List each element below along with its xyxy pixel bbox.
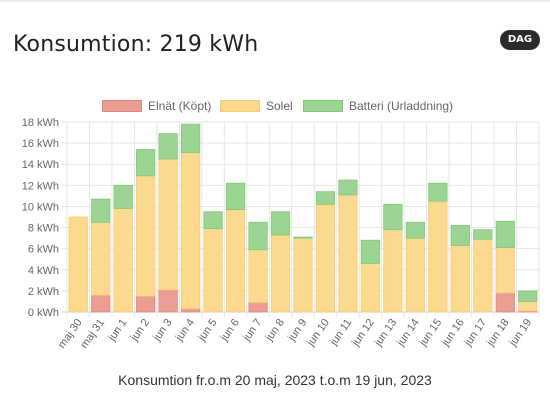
- bar-segment-battery: [91, 198, 111, 223]
- y-tick-label: 2 kWh: [28, 286, 59, 298]
- bar-segment-battery: [270, 211, 291, 236]
- bar-segment-grid: [136, 295, 156, 313]
- bar-segment-grid: [495, 292, 515, 313]
- chart-legend: Elnät (Köpt) Solel Batteri (Urladdning): [0, 98, 550, 114]
- bar-segment-battery: [360, 239, 381, 264]
- x-tick-label: jun 16: [439, 317, 467, 349]
- bar-segment-solar: [113, 208, 133, 313]
- bar-segment-battery: [518, 290, 538, 302]
- bar-segment-solar: [360, 263, 381, 313]
- bar-segment-battery: [315, 191, 336, 205]
- bar-segment-solar: [518, 301, 538, 312]
- y-tick-label: 12 kWh: [22, 180, 59, 192]
- bar-segment-solar: [473, 238, 493, 313]
- x-tick-label: jun 18: [484, 317, 512, 349]
- legend-label-battery: Batteri (Urladdning): [349, 99, 454, 113]
- bar-segment-solar: [428, 200, 448, 313]
- bar-segment-battery: [495, 220, 515, 249]
- bar-segment-battery: [405, 221, 425, 239]
- x-tick-label: jun 19: [507, 317, 535, 349]
- legend-item-solar[interactable]: Solel: [220, 98, 293, 114]
- x-tick-label: jun 7: [240, 317, 264, 344]
- bar-segment-battery: [158, 133, 178, 160]
- bar-segment-grid: [248, 302, 268, 313]
- bar-segment-solar: [181, 152, 201, 310]
- x-tick-label: jun 12: [349, 317, 377, 349]
- bar-segment-solar: [405, 237, 425, 313]
- y-tick-label: 16 kWh: [22, 138, 59, 150]
- x-tick-label: jun 6: [218, 317, 242, 344]
- bar-segment-solar: [270, 234, 291, 313]
- bar-segment-battery: [248, 221, 268, 251]
- bar-segment-battery: [113, 184, 133, 209]
- bar-segment-battery: [203, 211, 223, 230]
- y-tick-label: 8 kWh: [28, 223, 59, 235]
- x-tick-label: jun 4: [173, 317, 197, 344]
- x-tick-label: jun 8: [263, 317, 287, 344]
- x-tick-label: jun 17: [462, 317, 490, 349]
- bar-segment-solar: [158, 158, 178, 291]
- y-tick-label: 18 kWh: [22, 117, 59, 129]
- y-tick-label: 6 kWh: [28, 244, 59, 256]
- bar-segment-battery: [383, 203, 403, 231]
- bar-segment-solar: [225, 209, 246, 313]
- y-tick-label: 14 kWh: [22, 159, 59, 171]
- bar-segment-solar: [136, 175, 156, 297]
- x-tick-label: jun 11: [327, 317, 354, 349]
- x-tick-label: jun 14: [394, 317, 422, 349]
- bar-segment-solar: [91, 221, 111, 296]
- x-tick-label: jun 10: [304, 317, 332, 349]
- legend-swatch-grid: [102, 100, 142, 112]
- bar-segment-grid: [91, 294, 111, 313]
- bar-segment-battery: [450, 225, 470, 246]
- bar-segment-solar: [338, 194, 358, 313]
- legend-item-battery[interactable]: Batteri (Urladdning): [303, 98, 453, 114]
- x-tick-label: maj 31: [78, 317, 107, 351]
- bar-segment-battery: [181, 123, 201, 154]
- legend-label-grid: Elnät (Köpt): [148, 99, 212, 113]
- bar-segment-grid: [158, 289, 178, 313]
- bar-segment-solar: [315, 203, 336, 313]
- bar-segment-battery: [473, 229, 493, 240]
- y-tick-label: 4 kWh: [28, 265, 59, 277]
- legend-item-grid[interactable]: Elnät (Köpt): [102, 98, 211, 114]
- bar-segment-battery: [428, 182, 448, 202]
- bar-segment-solar: [248, 249, 268, 303]
- bar-segment-battery: [136, 149, 156, 177]
- bar-segment-battery: [225, 182, 246, 211]
- x-tick-label: jun 15: [417, 317, 445, 349]
- legend-label-solar: Solel: [266, 99, 293, 113]
- x-tick-label: jun 2: [128, 317, 152, 344]
- y-tick-label: 0 kWh: [28, 307, 59, 319]
- page-title: Konsumtion: 219 kWh: [13, 32, 259, 57]
- y-tick-label: 10 kWh: [22, 201, 59, 213]
- chart-caption: Konsumtion fr.o.m 20 maj, 2023 t.o.m 19 …: [118, 372, 432, 388]
- bar-segment-battery: [338, 179, 358, 196]
- consumption-bar-chart: 0 kWh 2 kWh 4 kWh 6 kWh 8 kWh 10 kWh 12 kWh 14 …: [22, 117, 540, 351]
- x-tick-label: jun 3: [151, 317, 175, 344]
- bar-segment-solar: [203, 228, 223, 313]
- bar-segment-solar: [68, 216, 88, 313]
- bar-segment-solar: [450, 245, 470, 313]
- x-tick-label: jun 5: [195, 317, 219, 344]
- bar-segment-solar: [495, 247, 515, 294]
- period-badge[interactable]: DAG: [500, 30, 540, 50]
- bar-segment-solar: [293, 237, 313, 313]
- x-tick-label: jun 13: [372, 317, 400, 349]
- x-tick-label: jun 1: [106, 317, 130, 344]
- bar-segment-battery: [293, 236, 313, 239]
- legend-swatch-battery: [303, 100, 343, 112]
- legend-swatch-solar: [220, 100, 260, 112]
- bar-segment-grid: [181, 308, 201, 313]
- bar-segment-solar: [383, 229, 403, 313]
